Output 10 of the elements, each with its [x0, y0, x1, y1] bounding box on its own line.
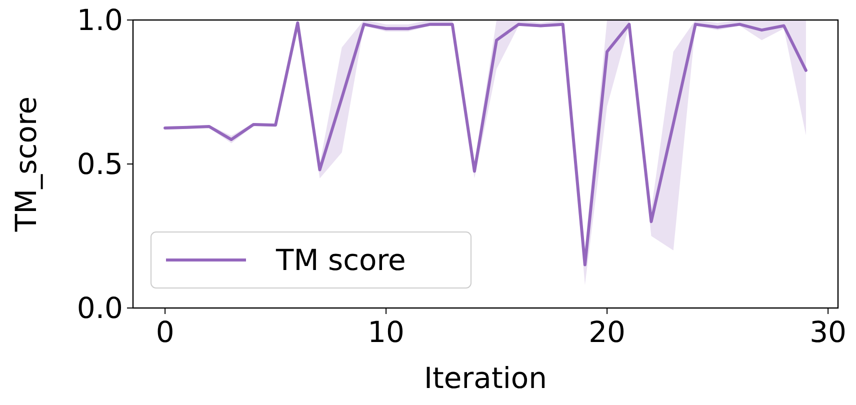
y-tick-label: 0.5	[76, 147, 123, 182]
x-tick-label: 30	[810, 315, 847, 349]
x-axis-title: Iteration	[424, 361, 548, 395]
x-tick-label: 10	[368, 315, 404, 349]
legend-label: TM score	[275, 243, 406, 278]
x-tick-label: 20	[588, 315, 626, 349]
y-axis-title: TM_score	[9, 96, 43, 233]
x-tick-label: 0	[156, 315, 174, 349]
y-tick-label: 0.0	[76, 291, 123, 326]
y-tick-label: 1.0	[76, 3, 123, 38]
